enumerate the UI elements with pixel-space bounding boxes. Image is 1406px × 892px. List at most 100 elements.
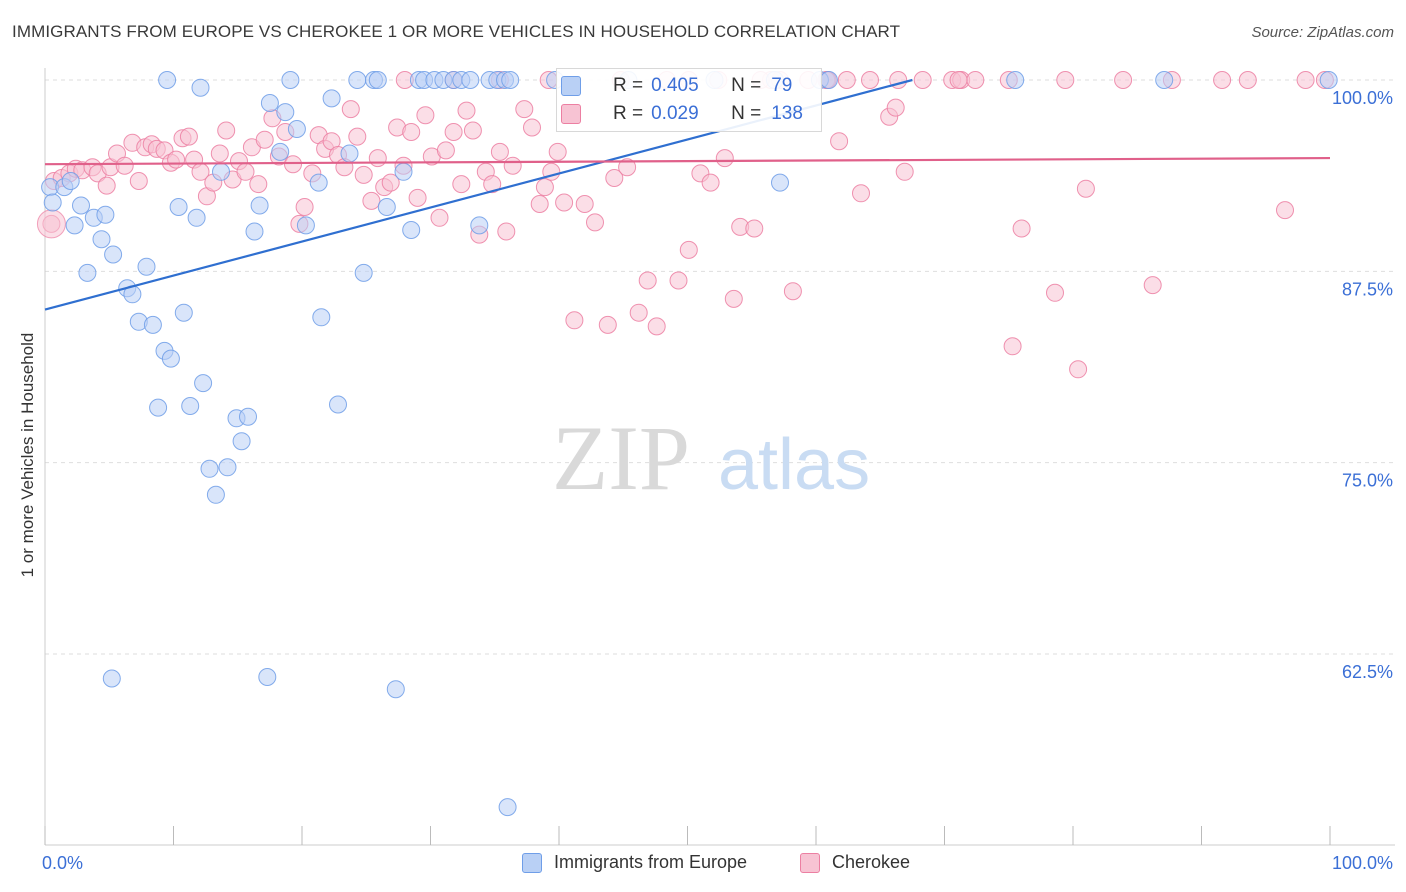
cherokee-point: [381, 173, 400, 192]
cherokee-point: [503, 156, 522, 175]
europe-point: [322, 89, 341, 108]
europe-point: [43, 193, 62, 212]
cherokee-point: [430, 208, 449, 227]
europe-point: [1006, 71, 1025, 89]
chart-title: IMMIGRANTS FROM EUROPE VS CHEROKEE 1 OR …: [12, 22, 901, 41]
cherokee-n-value: 138: [771, 103, 803, 124]
cherokee-point: [179, 127, 198, 146]
cherokee-point: [255, 130, 274, 149]
cherokee-point: [368, 149, 387, 168]
cherokee-point: [497, 222, 516, 241]
europe-point: [260, 94, 279, 112]
cherokee-point: [1213, 71, 1232, 89]
cherokee-swatch: [561, 104, 581, 124]
cherokee-point: [886, 98, 905, 117]
cherokee-point: [463, 121, 482, 140]
cherokee-point: [913, 71, 932, 89]
europe-point: [161, 349, 180, 368]
cherokee-point: [745, 219, 764, 238]
europe-point: [348, 71, 367, 89]
cherokee-point: [895, 162, 914, 181]
cherokee-point: [1069, 360, 1088, 379]
legend-item-europe[interactable]: Immigrants from Europe: [522, 852, 747, 873]
axes: [44, 68, 1395, 846]
cherokee-point: [701, 173, 720, 192]
europe-point: [218, 458, 237, 477]
cherokee-point: [348, 127, 367, 146]
tick-labels: 62.5% 75.0% 87.5% 100.0% 0.0% 100.0%: [42, 88, 1393, 873]
cherokee-point: [1296, 71, 1315, 89]
europe-point: [143, 315, 162, 334]
europe-point: [819, 71, 838, 89]
cherokee-point: [167, 150, 186, 169]
europe-point: [200, 459, 219, 478]
cherokee-point: [1238, 71, 1257, 89]
cherokee-point: [548, 142, 567, 161]
cherokee-point: [1114, 71, 1133, 89]
cherokee-point: [408, 188, 427, 207]
europe-point: [65, 216, 84, 235]
cherokee-point: [586, 213, 604, 232]
cherokee-point-large: [36, 209, 66, 239]
cherokee-point: [249, 175, 268, 194]
watermark-atlas: atlas: [718, 425, 870, 505]
series-legend: Immigrants from Europe Cherokee: [0, 850, 1406, 880]
cherokee-point: [669, 271, 688, 290]
europe-point: [137, 257, 156, 276]
europe-point: [181, 397, 200, 415]
europe-point: [78, 263, 97, 282]
cherokee-point: [436, 141, 455, 160]
europe-point: [377, 198, 396, 216]
legend-cherokee-swatch: [800, 852, 820, 873]
cherokee-point: [490, 142, 509, 161]
cherokee-point: [605, 169, 624, 187]
legend-europe-label: Immigrants from Europe: [554, 852, 748, 872]
europe-point: [296, 216, 315, 235]
cherokee-point: [236, 162, 255, 181]
cherokee-point: [1012, 219, 1031, 238]
europe-point: [194, 374, 213, 393]
europe-point: [191, 78, 210, 97]
europe-point: [158, 71, 177, 89]
cherokee-point: [618, 158, 637, 177]
europe-point: [72, 196, 90, 215]
europe-point: [206, 485, 225, 504]
cherokee-point: [402, 123, 421, 141]
europe-r-value: 0.405: [651, 75, 699, 96]
europe-point: [174, 303, 193, 322]
cherokee-point: [1056, 71, 1075, 89]
cherokee-point: [115, 156, 134, 175]
legend-cherokee-label: Cherokee: [832, 852, 911, 872]
y-tick-label: 62.5%: [1342, 662, 1393, 682]
cherokee-point: [1003, 337, 1022, 356]
cherokee-point: [783, 282, 802, 301]
cherokee-point: [555, 193, 574, 212]
cherokee-point: [483, 175, 502, 194]
europe-point: [501, 71, 520, 89]
europe-point: [498, 798, 517, 817]
cherokee-point: [575, 195, 594, 213]
cherokee-point: [210, 144, 229, 163]
europe-point: [245, 222, 264, 241]
europe-point: [232, 432, 251, 451]
europe-point: [61, 172, 80, 190]
europe-point: [149, 398, 168, 417]
x-tick-label-start: 0.0%: [42, 853, 83, 873]
cherokee-point: [295, 198, 314, 216]
europe-points: [41, 71, 1338, 817]
cherokee-point: [457, 101, 476, 120]
stats-row-cherokee: R = 0.029 N = 138: [561, 100, 803, 128]
legend-item-cherokee[interactable]: Cherokee: [800, 852, 910, 873]
cherokee-point: [1076, 179, 1095, 198]
y-tick-label: 100.0%: [1332, 88, 1393, 108]
europe-point: [1155, 71, 1174, 89]
europe-point: [169, 198, 188, 216]
europe-point: [104, 245, 123, 264]
cherokee-point: [679, 240, 698, 259]
europe-point: [309, 173, 328, 192]
cherokee-n-label: N =: [731, 103, 762, 124]
cherokee-r-label: R =: [613, 103, 644, 124]
europe-swatch: [561, 76, 581, 96]
cherokee-point: [966, 71, 985, 89]
